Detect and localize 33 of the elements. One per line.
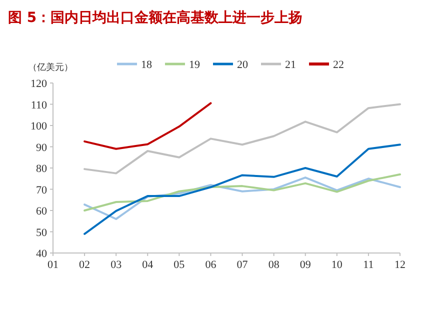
x-tick-label: 07: [236, 259, 248, 271]
y-tick-label: 40: [36, 248, 48, 260]
legend-label: 21: [285, 59, 296, 71]
x-tick-label: 10: [331, 259, 343, 271]
x-tick-label: 05: [174, 259, 186, 271]
x-tick-label: 09: [300, 259, 312, 271]
x-tick-label: 04: [142, 259, 154, 271]
y-tick-label: 80: [36, 163, 48, 175]
y-tick-label: 60: [36, 206, 48, 218]
x-tick-label: 03: [110, 259, 122, 271]
legend-label: 19: [189, 59, 200, 71]
legend-label: 18: [141, 59, 152, 71]
x-tick-label: 11: [363, 259, 374, 271]
y-tick-label: 90: [36, 142, 48, 154]
line-series: [84, 144, 401, 235]
y-tick-label: 100: [30, 120, 48, 132]
line-series: [84, 173, 401, 212]
x-tick-label: 02: [79, 259, 90, 271]
line-series: [84, 103, 401, 174]
y-axis-title: （亿美元）: [28, 62, 73, 73]
y-tick-label: 110: [30, 99, 48, 112]
legend-label: 20: [237, 59, 248, 71]
y-tick-label: 70: [36, 184, 48, 196]
x-tick-label: 12: [394, 259, 406, 271]
x-tick-label: 06: [205, 259, 217, 271]
line-series: [84, 102, 212, 150]
legend-label: 22: [333, 59, 344, 71]
y-tick-label: 120: [30, 78, 48, 90]
chart-title: 图 5：国内日均出口金额在高基数上进一步上扬: [8, 9, 303, 26]
x-tick-label: 01: [48, 259, 58, 271]
x-tick-label: 08: [268, 259, 280, 271]
line-series: [84, 176, 401, 220]
y-tick-label: 50: [36, 226, 48, 239]
